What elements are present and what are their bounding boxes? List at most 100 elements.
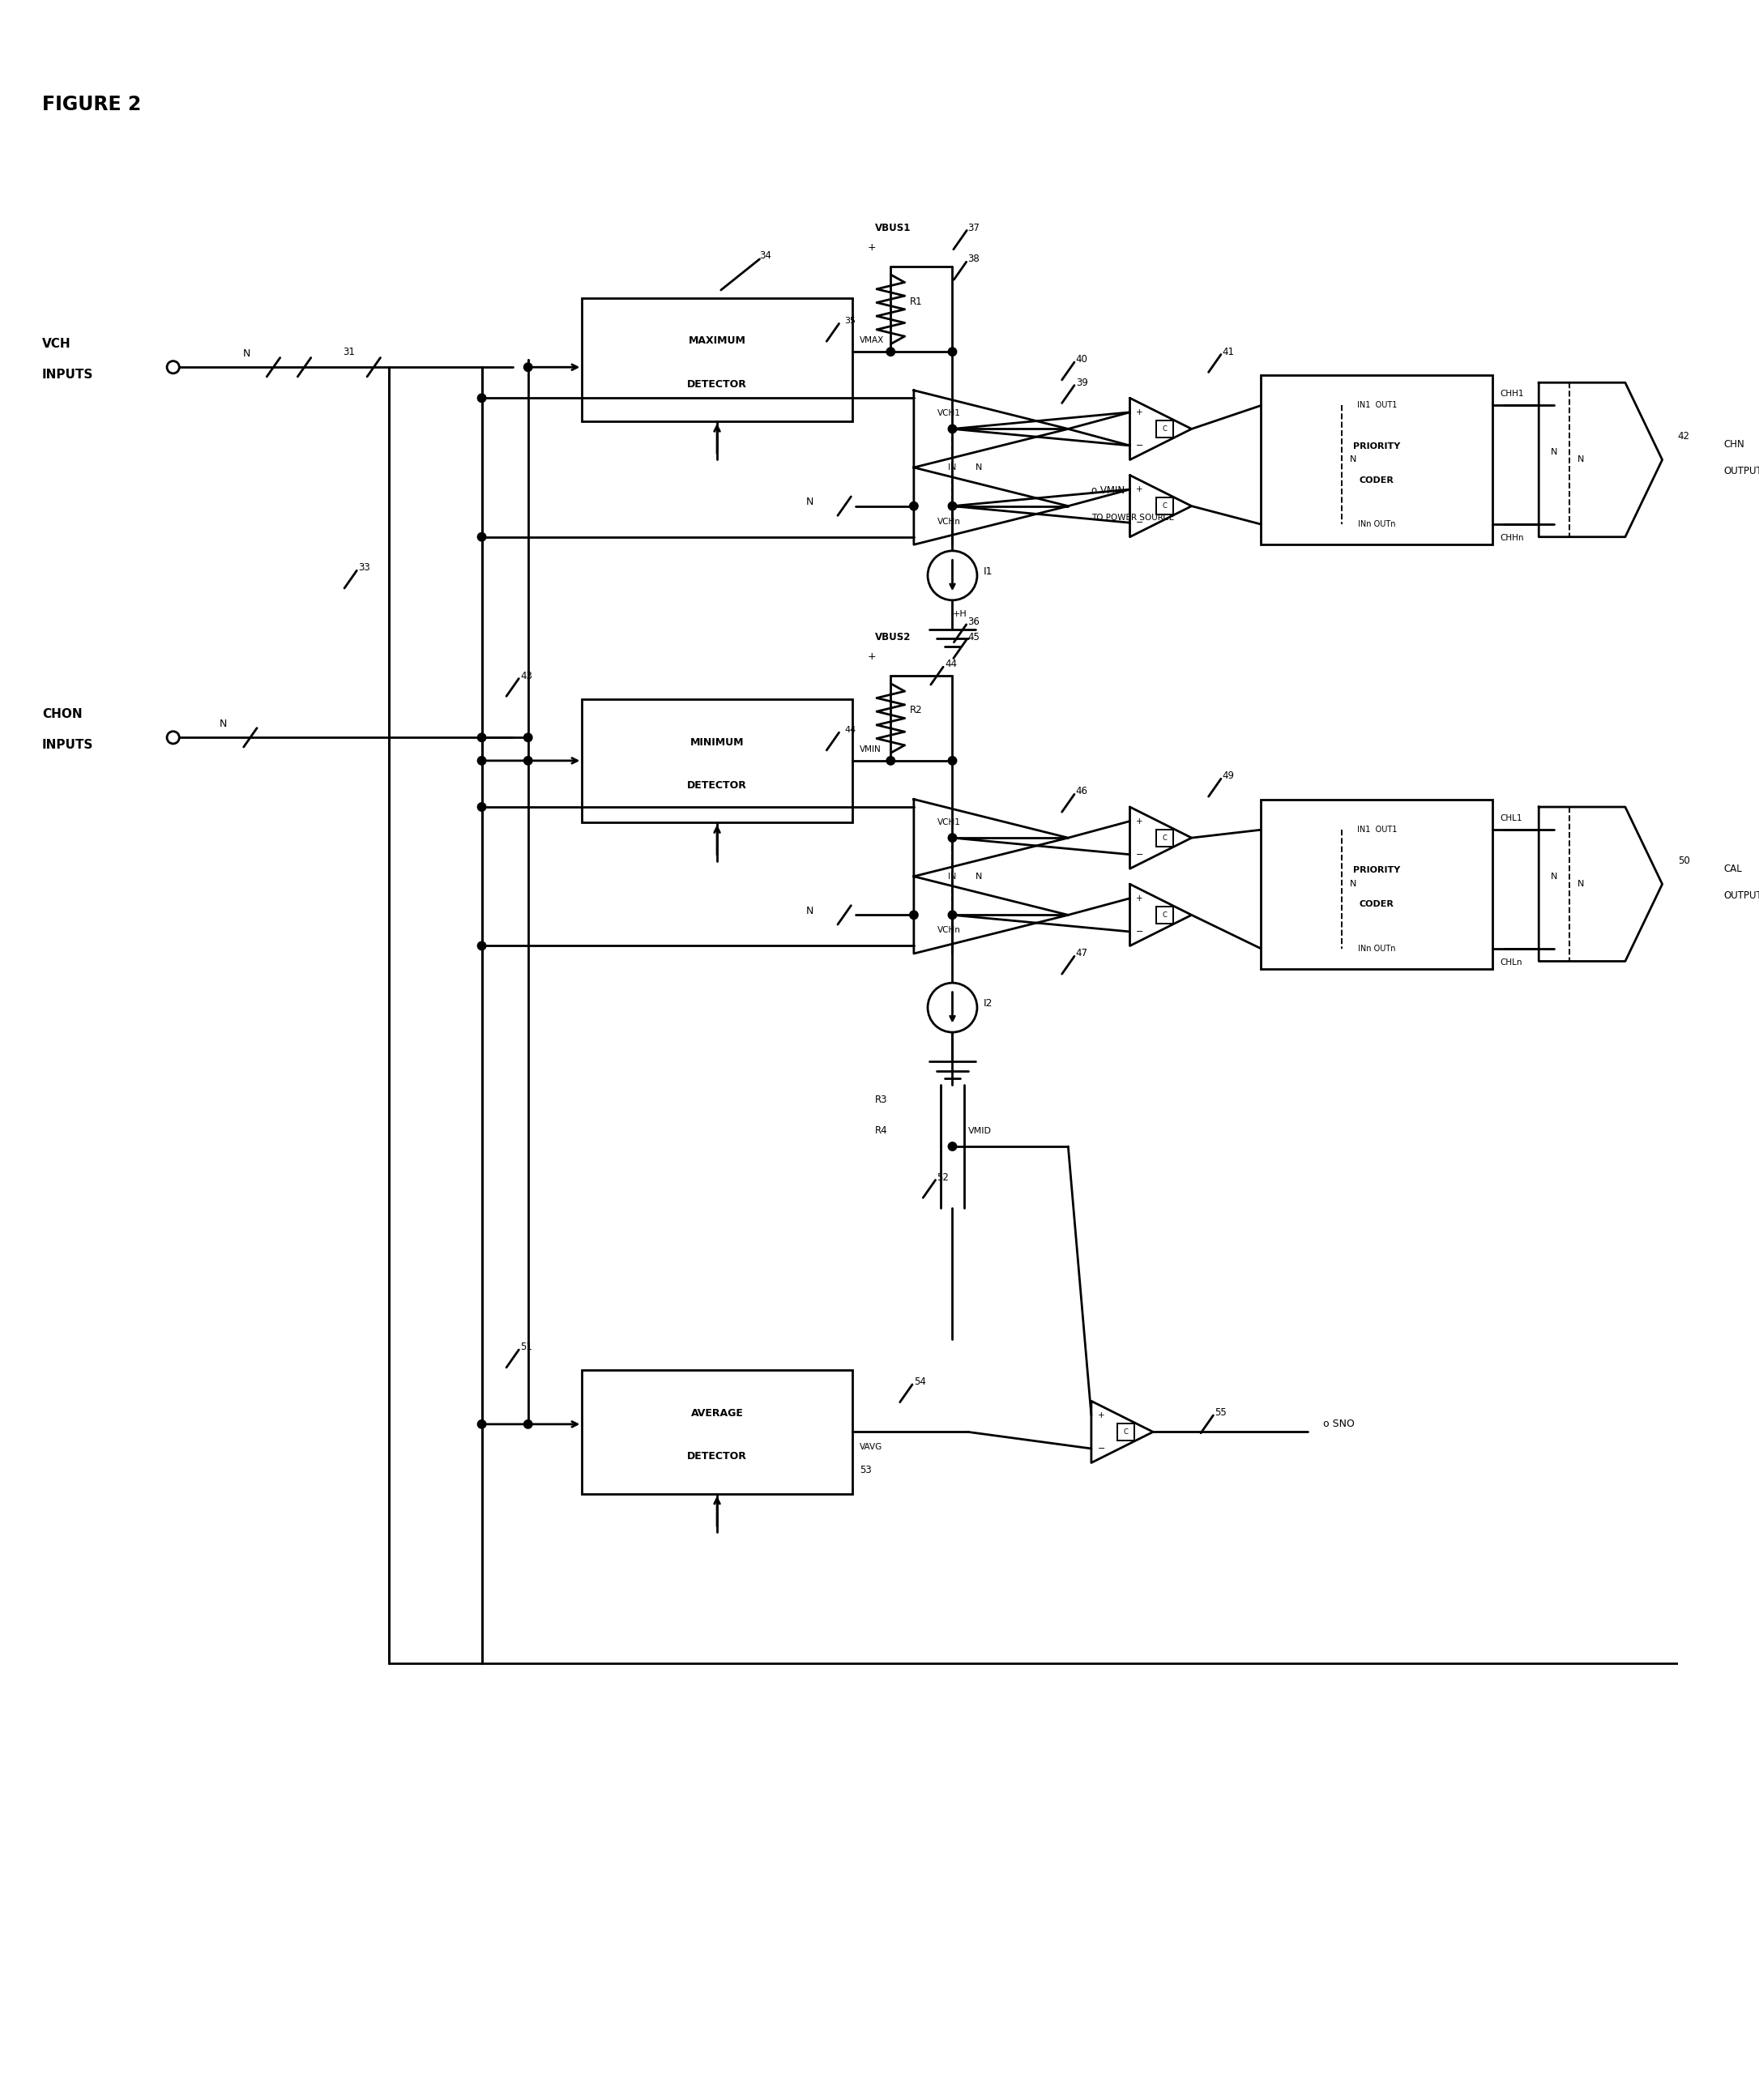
Circle shape: [948, 346, 957, 357]
Text: 49: 49: [1223, 771, 1235, 781]
Text: VMID: VMID: [967, 1128, 992, 1136]
Text: 33: 33: [359, 563, 369, 573]
Bar: [1156, 498, 1173, 514]
Text: VCH1: VCH1: [938, 410, 960, 418]
Text: −: −: [1136, 850, 1143, 859]
Text: PRIORITY: PRIORITY: [1353, 867, 1400, 874]
Text: 53: 53: [860, 1466, 872, 1476]
Text: I2: I2: [983, 998, 992, 1008]
Text: TO POWER SOURCE: TO POWER SOURCE: [1091, 514, 1175, 521]
Text: 51: 51: [521, 1342, 533, 1352]
Text: CAL: CAL: [1724, 863, 1743, 874]
Text: −: −: [1136, 519, 1143, 527]
Text: MAXIMUM: MAXIMUM: [688, 336, 746, 347]
Text: N: N: [1349, 456, 1356, 464]
Text: DETECTOR: DETECTOR: [688, 1451, 748, 1462]
Text: VCHn: VCHn: [938, 926, 960, 935]
Text: 35: 35: [844, 317, 855, 326]
Circle shape: [167, 731, 179, 743]
Text: 55: 55: [1215, 1407, 1226, 1418]
Text: +: +: [1136, 817, 1143, 825]
Text: INn OUTn: INn OUTn: [1358, 521, 1395, 529]
Circle shape: [1703, 454, 1715, 466]
Text: +: +: [867, 242, 876, 252]
Text: R2: R2: [909, 706, 923, 716]
Text: 37: 37: [967, 223, 980, 233]
Text: N: N: [806, 498, 813, 508]
Text: C: C: [1163, 426, 1166, 433]
Text: 39: 39: [1077, 378, 1087, 389]
Text: +H: +H: [952, 609, 967, 617]
Text: 43: 43: [521, 670, 533, 680]
Text: o SNO: o SNO: [1323, 1420, 1354, 1430]
Text: CHH1: CHH1: [1500, 391, 1523, 397]
Text: o VMIN: o VMIN: [1091, 485, 1124, 496]
Text: 50: 50: [1678, 855, 1690, 865]
Text: 34: 34: [760, 250, 772, 260]
Text: 42: 42: [1678, 431, 1690, 441]
Text: I1: I1: [983, 567, 992, 578]
Text: VCH: VCH: [42, 338, 70, 351]
Text: +: +: [1136, 485, 1143, 494]
Text: C: C: [1163, 911, 1166, 918]
Text: 46: 46: [1077, 785, 1089, 796]
Text: N: N: [976, 871, 982, 880]
Circle shape: [477, 733, 485, 741]
Text: OUTPUTS: OUTPUTS: [1724, 466, 1759, 477]
Circle shape: [909, 502, 918, 510]
Text: PRIORITY: PRIORITY: [1353, 443, 1400, 449]
Text: 31: 31: [343, 346, 355, 357]
Bar: [582, 298, 851, 422]
Text: R1: R1: [909, 296, 923, 307]
Text: CODER: CODER: [1360, 901, 1395, 909]
Text: FIGURE 2: FIGURE 2: [42, 94, 141, 116]
Text: VBUS2: VBUS2: [876, 632, 911, 643]
Text: 36: 36: [967, 617, 980, 628]
Bar: [1261, 800, 1492, 968]
Text: VAVG: VAVG: [860, 1443, 883, 1451]
Circle shape: [948, 424, 957, 433]
Circle shape: [927, 550, 976, 601]
Circle shape: [477, 1420, 485, 1428]
Text: IN: IN: [948, 464, 957, 473]
Circle shape: [948, 1142, 957, 1151]
Circle shape: [524, 363, 533, 372]
Text: N: N: [806, 905, 813, 916]
Text: 40: 40: [1077, 355, 1087, 365]
Text: +: +: [1098, 1411, 1105, 1420]
Text: MINIMUM: MINIMUM: [690, 737, 744, 748]
Text: +: +: [1136, 407, 1143, 416]
Circle shape: [524, 756, 533, 764]
Text: 44: 44: [844, 727, 857, 733]
Text: −: −: [1136, 441, 1143, 449]
Text: N: N: [220, 718, 227, 729]
Text: 52: 52: [938, 1172, 950, 1182]
Text: N: N: [1578, 880, 1585, 888]
Text: R3: R3: [876, 1094, 888, 1105]
Circle shape: [948, 756, 957, 764]
Circle shape: [927, 983, 976, 1033]
Text: CHHn: CHHn: [1500, 533, 1523, 542]
Circle shape: [524, 733, 533, 741]
Text: N: N: [1349, 880, 1356, 888]
Text: INPUTS: INPUTS: [42, 370, 93, 380]
Text: VMIN: VMIN: [860, 746, 881, 754]
Text: IN1  OUT1: IN1 OUT1: [1356, 401, 1397, 410]
Text: −: −: [1136, 928, 1143, 937]
Bar: [1117, 1424, 1135, 1441]
Text: OUTPUTS: OUTPUTS: [1724, 890, 1759, 901]
Text: VBUS1: VBUS1: [876, 223, 911, 233]
Circle shape: [948, 502, 957, 510]
Bar: [582, 1369, 851, 1493]
Circle shape: [477, 941, 485, 949]
Circle shape: [524, 1420, 533, 1428]
Text: C: C: [1163, 834, 1166, 842]
Circle shape: [477, 395, 485, 403]
Text: 45: 45: [967, 632, 980, 643]
Text: VCHn: VCHn: [938, 517, 960, 525]
Text: 38: 38: [967, 254, 980, 265]
Circle shape: [477, 802, 485, 811]
Text: 54: 54: [915, 1376, 925, 1386]
Text: VMAX: VMAX: [860, 336, 885, 344]
Text: CODER: CODER: [1360, 477, 1395, 485]
